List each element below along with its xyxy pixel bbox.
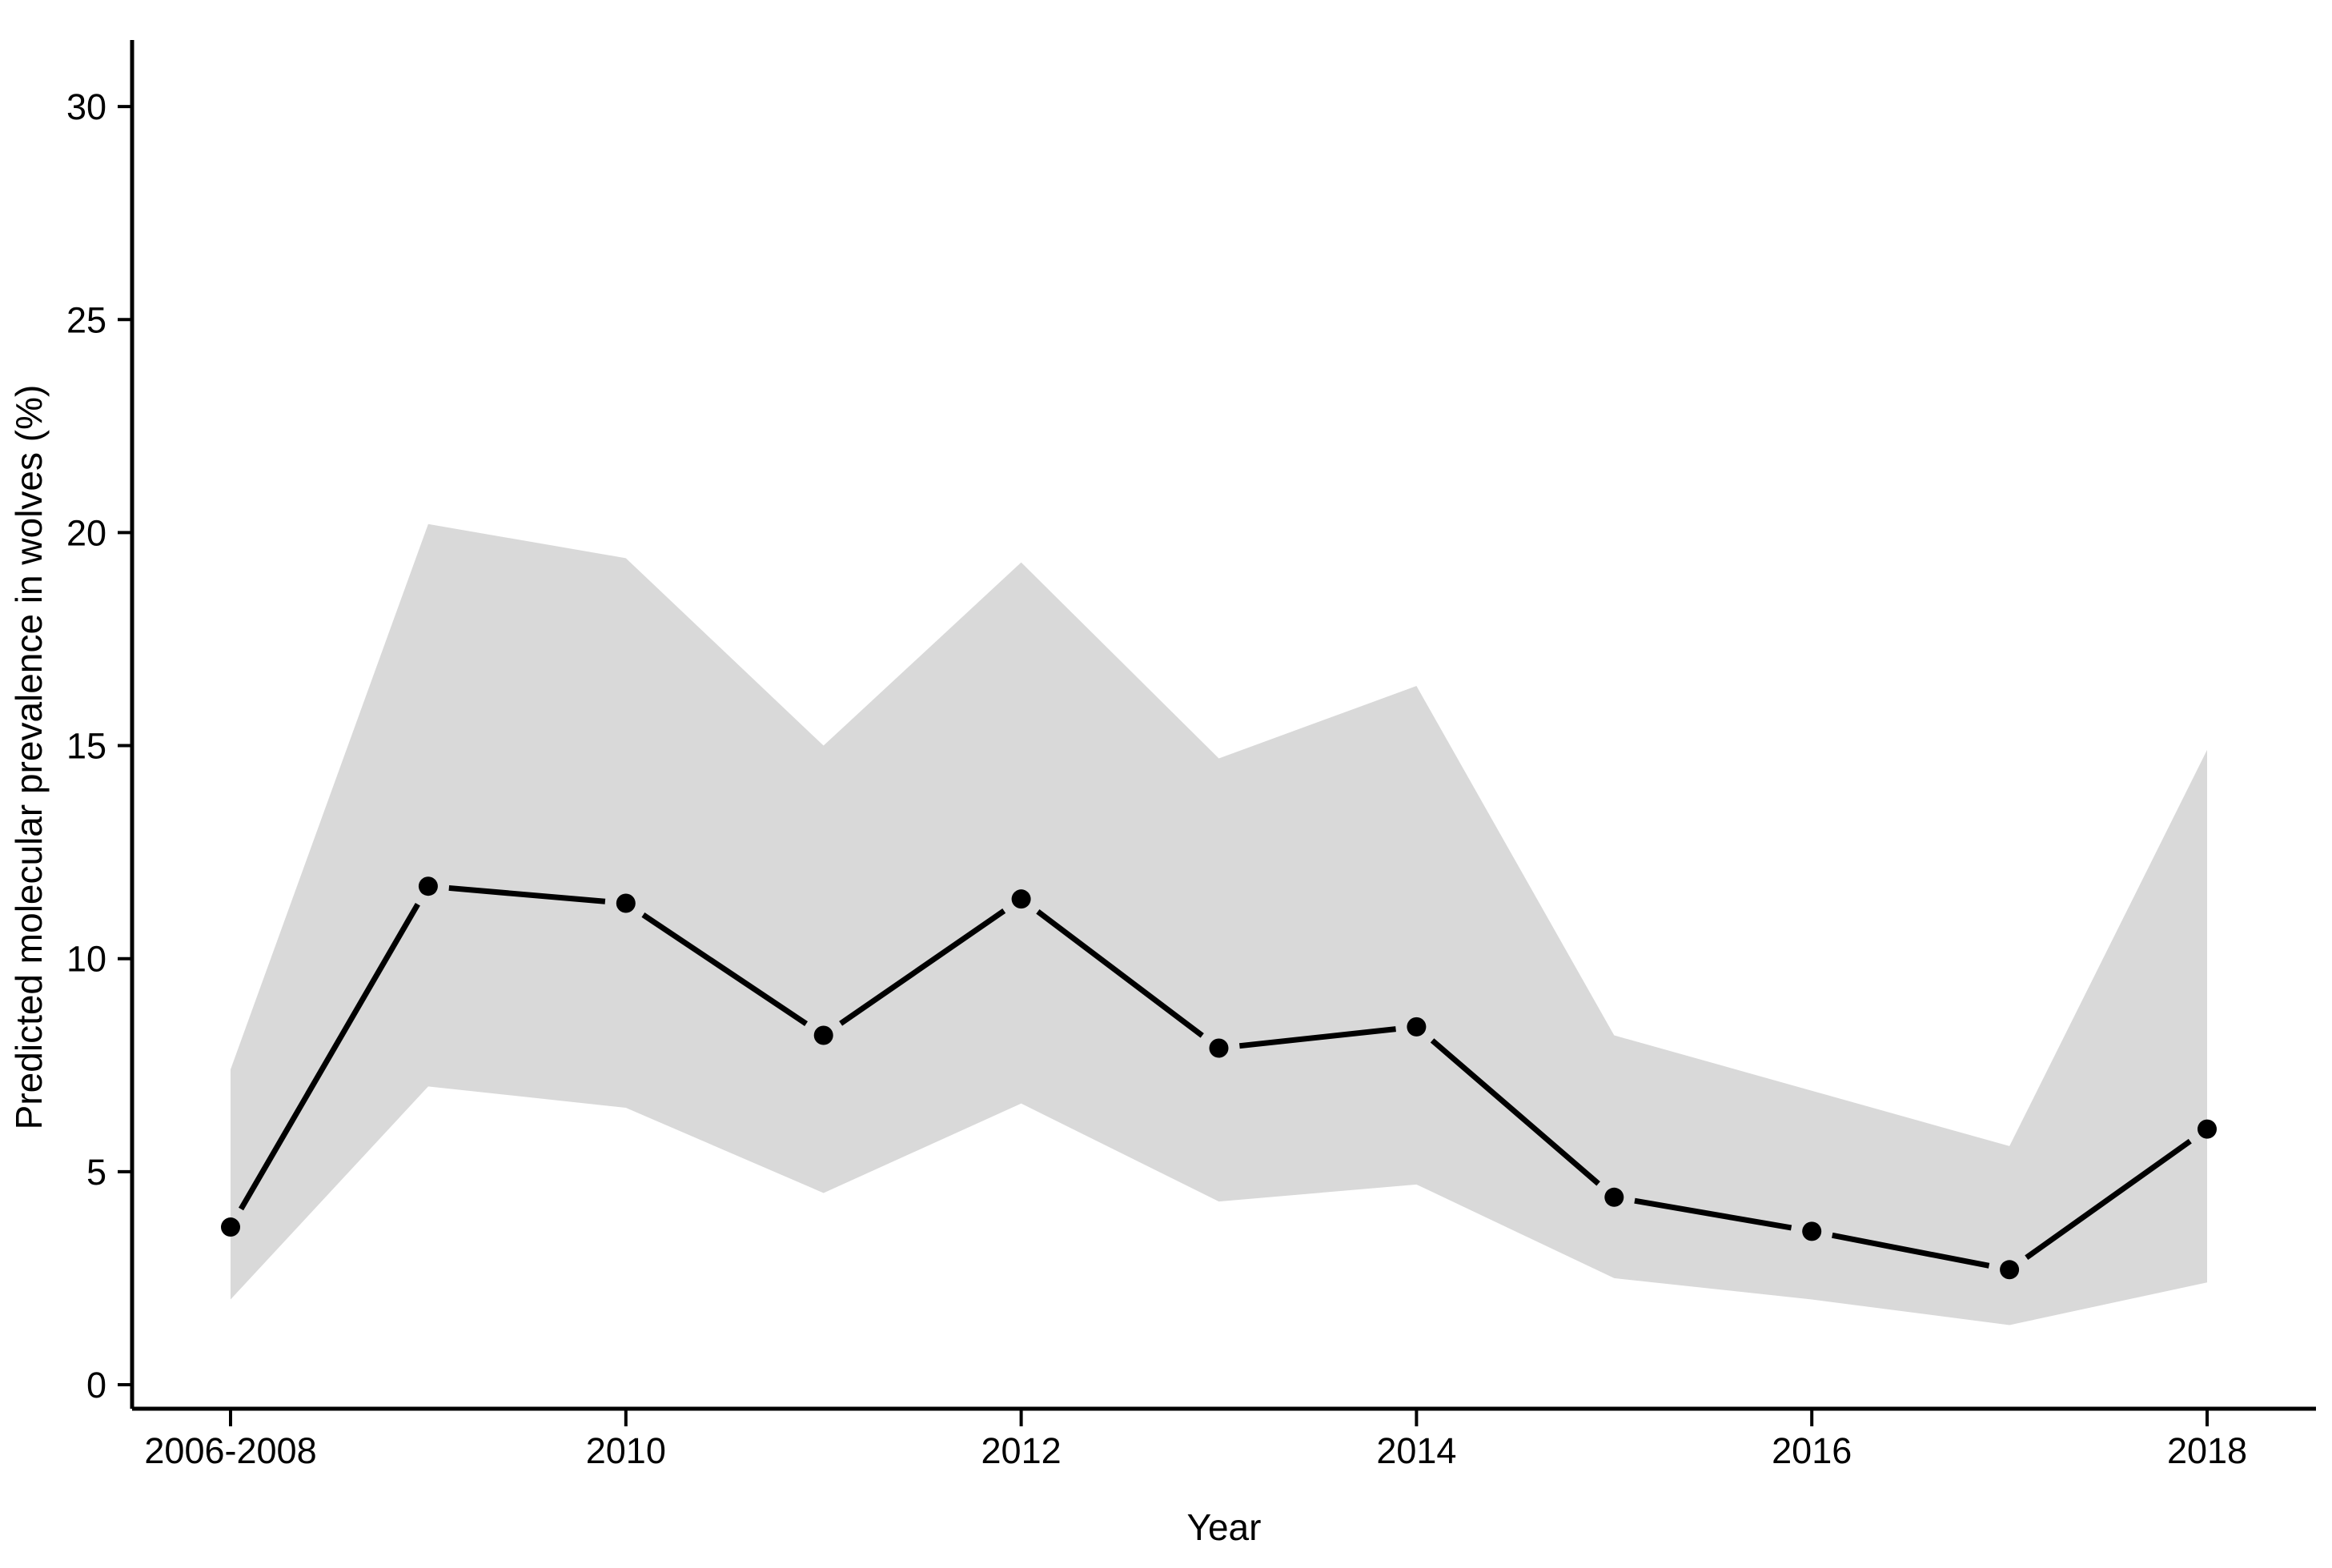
y-tick-label: 0: [86, 1365, 106, 1406]
chart-layers: 0 5 10 15 20 25 30 2006-2008 2010 2012 2014 2016 201…: [66, 40, 2316, 1471]
data-point: [2000, 1260, 2020, 1280]
x-tick-label: 2012: [981, 1430, 1062, 1471]
data-point: [616, 893, 636, 913]
trend-line-segment: [1036, 909, 1204, 1038]
data-point: [1011, 889, 1031, 909]
y-tick-label: 10: [66, 939, 106, 980]
data-point: [221, 1217, 240, 1237]
y-tick-label: 15: [66, 726, 106, 767]
trend-line-segment: [239, 902, 420, 1211]
data-point: [2198, 1119, 2217, 1139]
x-tick-label: 2010: [586, 1430, 666, 1471]
x-tick-label: 2018: [2167, 1430, 2247, 1471]
y-tick-label: 20: [66, 512, 106, 553]
data-point: [813, 1025, 833, 1045]
x-tick-label: 2006-2008: [144, 1430, 316, 1471]
data-point: [1407, 1017, 1427, 1037]
data-point: [1209, 1038, 1229, 1058]
confidence-band: [231, 523, 2207, 1325]
trend-line-segment: [1634, 1197, 1792, 1231]
data-point: [1604, 1187, 1624, 1207]
trend-line-segment: [1238, 1026, 1396, 1049]
trend-line-segment: [641, 912, 809, 1026]
trend-line-segment: [1832, 1232, 1990, 1269]
x-tick-label: 2016: [1772, 1430, 1852, 1471]
trend-line-segment: [2025, 1138, 2192, 1261]
y-tick-label: 5: [86, 1152, 106, 1193]
trend-line-segment: [839, 908, 1006, 1026]
trend-line-segment: [1430, 1038, 1600, 1186]
data-point: [418, 876, 438, 896]
y-axis-title: Predicted molecular prevalence in wolves…: [8, 385, 50, 1130]
y-tick-label: 25: [66, 299, 106, 340]
data-point: [1802, 1221, 1822, 1241]
y-tick-label: 30: [66, 86, 106, 127]
x-axis-title: Year: [1187, 1506, 1262, 1548]
trend-line-segment: [448, 884, 606, 904]
x-tick-label: 2014: [1376, 1430, 1456, 1471]
